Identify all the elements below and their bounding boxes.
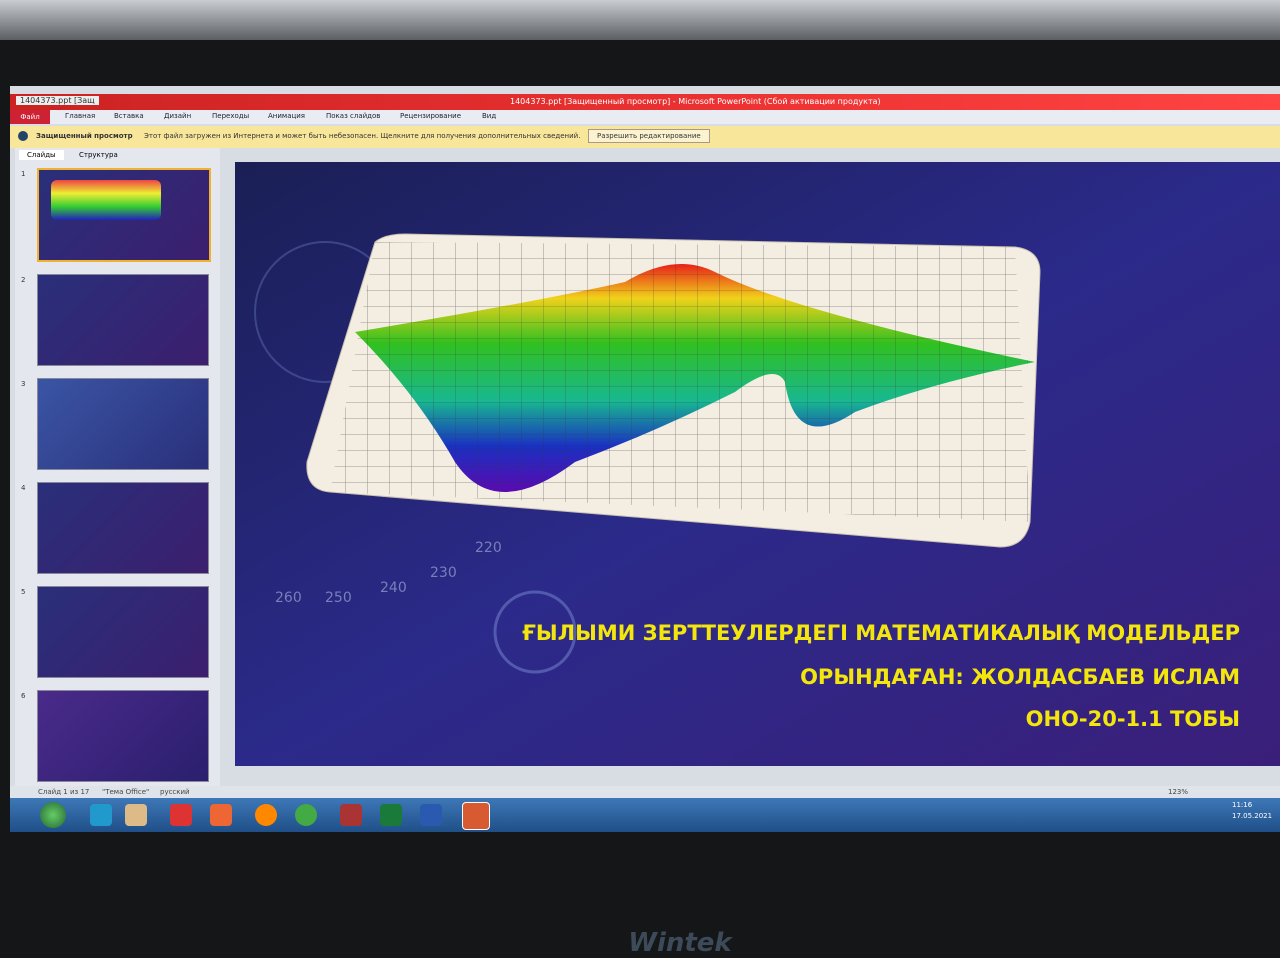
ribbon-tab[interactable]: Вставка [114,112,144,120]
language[interactable]: русский [160,788,190,796]
app-icon[interactable] [420,804,442,826]
slide-thumbnail[interactable] [37,482,209,574]
panel-tab[interactable]: Слайды [19,150,64,160]
protected-view-bar: Защищенный просмотр Этот файл загружен и… [10,126,1280,148]
screen: 1404373.ppt [Защ 1404373.ppt [Защищенный… [10,86,1280,832]
wall [0,0,1280,40]
app-icon[interactable] [380,804,402,826]
slides-panel: Слайды Структура 1 2 3 4 5 6 [15,148,220,786]
status-bar: Слайд 1 из 17 "Тема Office" русский 123% [10,786,1280,798]
ribbon-tab[interactable]: Главная [65,112,96,120]
slide: 260 250 240 230 220 ҒЫЛЫМИ ЗЕРТТЕУЛЕРДЕГ… [235,162,1280,766]
slide-author: ОРЫНДАҒАН: ЖОЛДАСБАЕВ ИСЛАМ [800,665,1240,689]
slide-thumbnail[interactable] [37,586,209,678]
ribbon-tab[interactable]: Анимация [268,112,306,120]
surface-mesh [355,264,1035,492]
title-bar: 1404373.ppt [Защ 1404373.ppt [Защищенный… [10,94,1280,110]
slide-thumbnail[interactable] [37,690,209,782]
slide-number: 6 [21,692,26,700]
ribbon-tab[interactable]: Показ слайдов [326,112,381,120]
zoom[interactable]: 123% [1168,788,1189,796]
slide-number: 3 [21,380,26,388]
dial-label: 230 [430,565,457,581]
slide-number: 1 [21,170,26,178]
enable-editing-button[interactable]: Разрешить редактирование [588,129,710,143]
app-icon[interactable] [462,802,490,830]
app-icon[interactable] [210,804,232,826]
protected-message[interactable]: Этот файл загружен из Интернета и может … [144,132,581,140]
slide-number: 2 [21,276,26,284]
dial: 260 250 240 230 220 [275,540,502,606]
decor [493,590,577,674]
taskbar: 11:16 17.05.2021 [10,798,1280,832]
slide-number: 5 [21,588,26,596]
monitor-brand: Wintek [628,928,732,958]
app-icon[interactable] [340,804,362,826]
panel-tab[interactable]: Структура [79,151,118,159]
ribbon-tab[interactable]: Файл [10,110,50,124]
slide-number: 4 [21,484,26,492]
clock-date[interactable]: 17.05.2021 [1232,812,1273,820]
app-icon[interactable] [170,804,192,826]
start-button[interactable] [40,802,66,828]
window-title: 1404373.ppt [Защищенный просмотр] - Micr… [510,97,881,106]
slide-info: Слайд 1 из 17 [38,788,90,796]
slide-title: ҒЫЛЫМИ ЗЕРТТЕУЛЕРДЕГІ МАТЕМАТИКАЛЫҚ МОДЕ… [522,621,1240,645]
protected-label: Защищенный просмотр [36,132,133,140]
ribbon: Файл Главная Вставка Дизайн Переходы Ани… [10,110,1280,124]
dial-label: 250 [325,590,352,606]
slide-thumbnail[interactable] [37,378,209,470]
app-icon[interactable] [90,804,112,826]
slide-thumbnail[interactable] [37,274,209,366]
ribbon-tab[interactable]: Дизайн [164,112,192,120]
theme: "Тема Office" [102,788,150,796]
ribbon-tab[interactable]: Переходы [212,112,250,120]
dial-label: 220 [475,540,502,556]
app-icon[interactable] [125,804,147,826]
ribbon-tab[interactable]: Вид [482,112,497,120]
clock-time[interactable]: 11:16 [1232,801,1253,809]
info-icon [18,131,28,141]
slide-thumbnail[interactable] [37,168,211,262]
app-icon[interactable] [295,804,317,826]
ribbon-tab[interactable]: Рецензирование [400,112,462,120]
app-icon[interactable] [255,804,277,826]
slide-group: ОНО-20-1.1 ТОБЫ [1026,707,1240,731]
window-tab[interactable]: 1404373.ppt [Защ [16,96,99,105]
dial-label: 240 [380,580,407,596]
dial-label: 260 [275,590,302,606]
